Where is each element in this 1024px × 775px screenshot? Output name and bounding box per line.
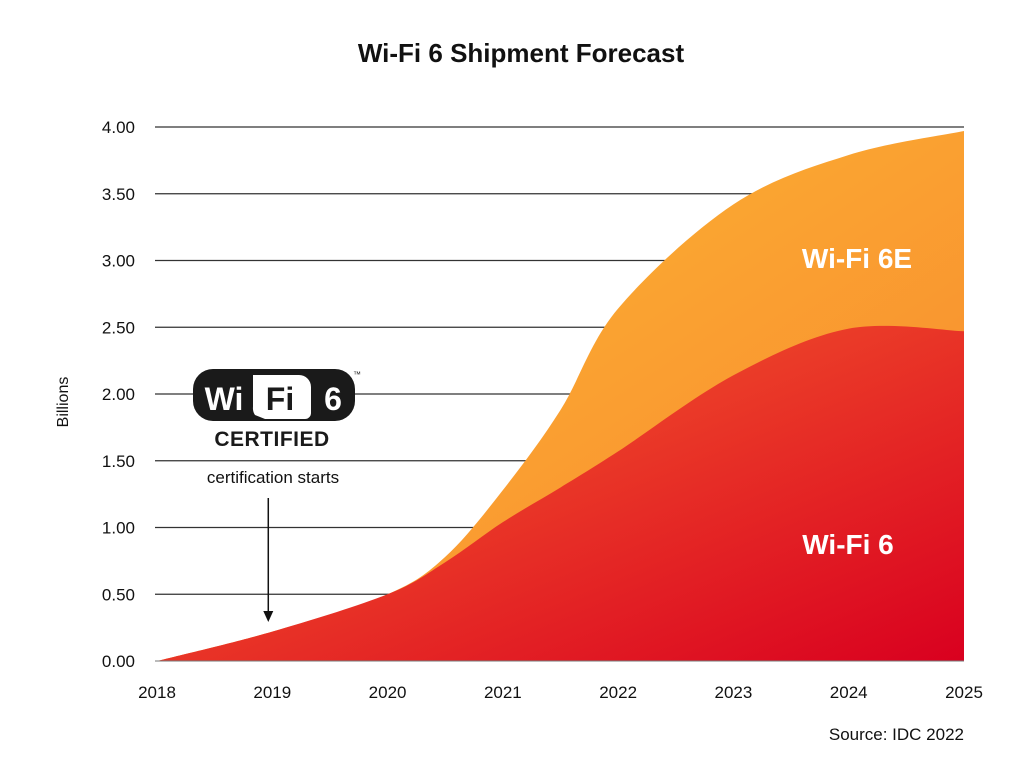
y-tick-label: 1.00 <box>102 519 135 538</box>
y-tick-label: 3.00 <box>102 252 135 271</box>
x-tick-label: 2024 <box>830 683 868 702</box>
x-tick-label: 2023 <box>715 683 753 702</box>
y-tick-label: 2.00 <box>102 385 135 404</box>
y-axis-label: Billions <box>55 377 72 428</box>
y-tick-label: 1.50 <box>102 452 135 471</box>
logo-6: 6 <box>324 381 342 417</box>
x-tick-label: 2018 <box>138 683 176 702</box>
y-tick-label: 2.50 <box>102 318 135 337</box>
arrow-head <box>263 611 274 622</box>
annotation-text: certification starts <box>207 468 339 487</box>
logo-wi: Wi <box>205 381 244 417</box>
areas <box>157 131 964 661</box>
x-tick-label: 2025 <box>945 683 983 702</box>
area-wifi6 <box>157 325 964 661</box>
chart-title: Wi-Fi 6 Shipment Forecast <box>358 38 685 68</box>
y-tick-label: 3.50 <box>102 185 135 204</box>
y-tick-label: 0.00 <box>102 652 135 671</box>
x-tick-label: 2020 <box>369 683 407 702</box>
x-tick-label: 2022 <box>599 683 637 702</box>
logo-fi: Fi <box>266 381 294 417</box>
series-label-wifi6e: Wi-Fi 6E <box>802 243 912 274</box>
x-tick-label: 2019 <box>253 683 291 702</box>
wifi6-certified-logo: Wi Fi 6 ™ CERTIFIED <box>193 369 361 451</box>
annotation-arrow <box>263 498 274 622</box>
y-tick-label: 4.00 <box>102 118 135 137</box>
x-tick-label: 2021 <box>484 683 522 702</box>
series-label-wifi6: Wi-Fi 6 <box>802 529 894 560</box>
x-tick-labels: 2018 2019 2020 2021 2022 2023 2024 2025 <box>138 683 983 702</box>
logo-tm: ™ <box>353 370 361 379</box>
logo-certified: CERTIFIED <box>214 428 329 451</box>
y-tick-label: 0.50 <box>102 585 135 604</box>
source-note: Source: IDC 2022 <box>829 725 964 744</box>
y-tick-labels: 0.00 0.50 1.00 1.50 2.00 2.50 3.00 3.50 4.00 <box>102 118 135 671</box>
